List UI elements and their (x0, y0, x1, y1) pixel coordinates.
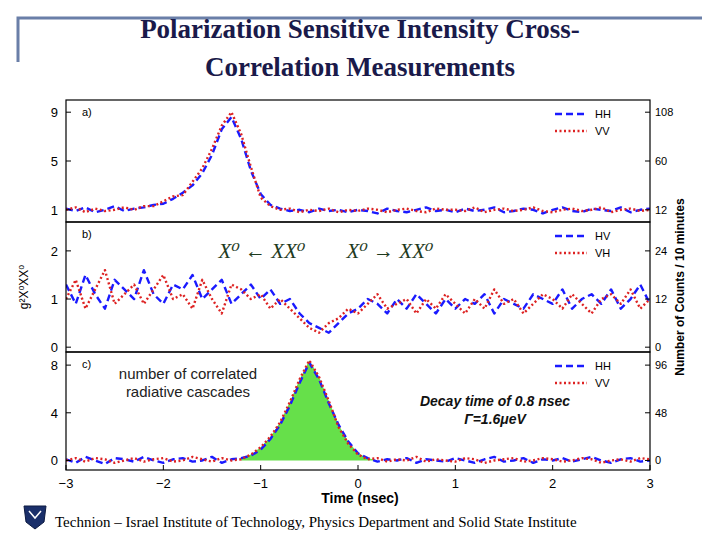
x-tick-label: 2 (549, 476, 556, 491)
y-tick (66, 209, 71, 210)
y2-tick-label: 60 (655, 155, 667, 167)
plot-area (66, 360, 650, 464)
x-tick-label: −2 (156, 476, 171, 491)
legend: HV VH (555, 230, 611, 259)
y2-tick (645, 161, 650, 162)
y-tick-label: 1 (51, 292, 58, 307)
title: Correlation Measurements (205, 52, 515, 82)
y-tick (66, 299, 71, 300)
footer: Technion – Israel Institute of Technolog… (55, 514, 577, 530)
y2-tick (645, 412, 650, 413)
x-tick-label: −1 (253, 476, 268, 491)
y-tick (66, 347, 71, 348)
y-tick (66, 250, 71, 251)
legend-label: VV (595, 125, 610, 137)
annotation: X⁰ ← XX⁰ (218, 239, 306, 263)
y-tick-label: 1 (51, 203, 58, 218)
x-tick (455, 465, 456, 470)
legend-label: HH (595, 108, 611, 120)
y-tick-label: 2 (51, 244, 58, 259)
legend-swatch (555, 365, 587, 367)
series-line (66, 112, 650, 212)
legend-swatch (555, 382, 587, 384)
y2-tick (645, 209, 650, 210)
legend-label: VV (595, 377, 610, 389)
x-tick-label: 0 (354, 476, 361, 491)
series-line (66, 117, 650, 213)
title: Polarization Sensitive Intensity Cross- (140, 14, 580, 44)
legend: HH VV (555, 360, 611, 389)
series-line (66, 360, 650, 463)
x-tick (163, 465, 164, 470)
y-tick (66, 412, 71, 413)
legend-swatch (555, 235, 587, 237)
y-tick (66, 112, 71, 113)
y-tick-label: 4 (51, 406, 58, 421)
y-tick (66, 161, 71, 162)
legend-swatch (555, 130, 587, 132)
y2-tick-label: 96 (655, 359, 667, 371)
y2-tick (645, 299, 650, 300)
series-line (66, 270, 650, 333)
panel-label: a) (82, 106, 92, 118)
legend-label: VH (595, 247, 610, 259)
series-line (66, 270, 650, 333)
logo-shield (24, 506, 46, 529)
slide: Polarization Sensitive Intensity Cross- C… (0, 0, 720, 540)
y-tick-label: 8 (51, 358, 58, 373)
y2-tick-label: 12 (655, 293, 667, 305)
x-tick (650, 465, 651, 470)
y-tick-label: 9 (51, 105, 58, 120)
x-tick (66, 465, 67, 470)
y2-tick (645, 347, 650, 348)
y2-tick (645, 250, 650, 251)
y2-tick (645, 365, 650, 366)
x-label: Time (nsec) (321, 490, 399, 506)
legend-swatch (555, 252, 587, 254)
legend-label: HV (595, 230, 611, 242)
panel-label: c) (82, 358, 91, 370)
annotation: number of correlated (119, 365, 257, 382)
plot-area (66, 270, 650, 333)
area (241, 360, 377, 460)
x-tick-label: −3 (59, 476, 74, 491)
y2-tick-label: 0 (655, 454, 661, 466)
annotation: radiative cascades (126, 383, 250, 400)
y2-tick-label: 12 (655, 204, 667, 216)
frame (66, 352, 650, 470)
logo-mark (29, 511, 41, 518)
annotation: Decay time of 0.8 nsec (420, 393, 570, 409)
y2-tick-label: 0 (655, 341, 661, 353)
y2-tick (645, 112, 650, 113)
series-line (66, 363, 650, 464)
panel-label: b) (82, 228, 92, 240)
y-label: g²X⁰XX⁰ (17, 265, 31, 309)
x-tick-label: 3 (646, 476, 653, 491)
frame (66, 100, 650, 222)
y2-tick-label: 48 (655, 407, 667, 419)
y2-tick-label: 108 (655, 106, 673, 118)
legend-label: HH (595, 360, 611, 372)
annotation: X⁰ → XX⁰ (346, 239, 434, 263)
logo (24, 506, 46, 529)
plot-area (66, 112, 650, 213)
frame (66, 222, 650, 352)
x-tick (552, 465, 553, 470)
y2-tick-label: 24 (655, 245, 667, 257)
y-tick-label: 5 (51, 154, 58, 169)
y-tick (66, 365, 71, 366)
y-tick-label: 0 (51, 340, 58, 355)
y2-tick (645, 460, 650, 461)
annotation: Γ=1.6μeV (464, 411, 527, 427)
x-tick (358, 465, 359, 470)
x-tick (260, 465, 261, 470)
y-tick-label: 0 (51, 453, 58, 468)
y-tick (66, 460, 71, 461)
legend-swatch (555, 113, 587, 115)
y2-label: Number of Counts / 10 minutes (673, 198, 687, 376)
legend: HH VV (555, 108, 611, 137)
x-tick-label: 1 (452, 476, 459, 491)
